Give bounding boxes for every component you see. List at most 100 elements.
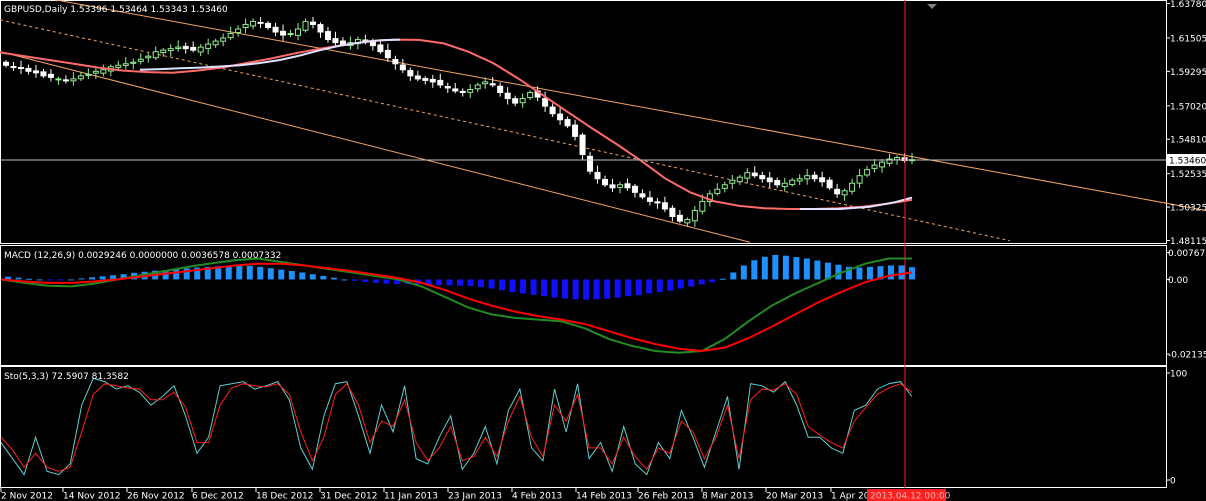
candle [676,209,683,224]
candle-body [242,23,249,28]
candle [631,183,638,198]
candle-body [422,77,429,81]
price-tick-label: 1.57020 [1170,102,1206,112]
candle [744,168,751,184]
macd-histogram-bar [845,266,852,280]
candle [85,68,92,80]
macd-histogram-bar [120,274,127,280]
stochastic-label: Sto(5,3,3) 72.5907 81.3582 [4,372,129,382]
candle-body [654,201,661,204]
macd-histogram-bar [520,279,527,294]
candle-body [324,31,331,41]
macd-main-line [0,257,912,354]
candle-body [137,58,144,62]
candle-body [676,214,683,222]
candle-body [594,171,601,180]
ma-white-line [800,196,913,210]
price-axis: 1.63780 1.61505 1.59295 1.57020 1.54810 1.525… [1166,0,1206,247]
candle-body [609,184,616,189]
candle-body [819,177,826,183]
candle [70,72,77,86]
candle-body [894,157,901,161]
candle-body [55,78,62,81]
candle-body [175,46,182,50]
candle [459,88,466,97]
macd-histogram-bar [814,260,821,280]
macd-histogram-bar [26,278,33,280]
candle-body [489,83,496,86]
macd-histogram-bar [467,279,474,287]
macd-histogram-bar [835,264,842,280]
candle-body [849,182,856,192]
candle-body [826,179,833,189]
candle [332,31,339,48]
macd-histogram-bar [698,279,705,285]
macd-histogram-bar [583,279,590,300]
candle [489,76,496,88]
macd-histogram-bar [751,260,758,280]
candle [324,27,331,43]
candle-body [250,20,257,27]
candle-body [399,64,406,71]
candle [602,175,609,188]
macd-histogram-bar [435,279,442,286]
macd-histogram-bar [782,255,789,280]
macd-histogram-bar [320,275,327,280]
candle [796,174,803,186]
candle [25,64,32,75]
channel-middle-line [0,19,1011,242]
candle [122,56,129,70]
candle-body [549,106,556,115]
time-tick-label: 4 Feb 2013 [512,492,562,501]
candle [587,151,594,175]
chart-shift-marker-icon[interactable] [927,4,937,9]
price-tick-label: 1.61505 [1170,34,1206,44]
candle-body [774,179,781,186]
candle-body [17,66,24,69]
candle-body [519,98,526,104]
macd-histogram-bar [78,278,85,280]
candle-body [729,179,736,184]
candle-body [25,67,32,72]
candle [527,90,534,100]
macd-histogram-bar [5,276,11,280]
candle-body [736,176,743,183]
candle-body [684,219,691,224]
time-tick-label: 2 Nov 2012 [1,492,53,501]
macd-histogram-bar [362,279,369,282]
candle [684,217,691,227]
candle [819,171,826,187]
macd-signal-line [0,262,913,353]
candle [242,18,249,34]
macd-histogram-bar [730,272,737,280]
time-tick-label: 26 Feb 2013 [638,492,694,501]
candle [804,168,811,185]
candle-body [10,66,17,69]
macd-axis: 0.007677 0.00 -0.021355 [1166,249,1206,361]
candle [669,205,676,222]
candle-body [429,78,436,83]
candle [235,25,242,37]
candle [474,82,481,92]
candle [220,33,227,47]
candle-body [542,98,549,107]
candle-body [62,79,69,82]
channel-lower-line [0,51,751,243]
candle [609,178,616,192]
price-tick-label: 1.52535 [1170,170,1206,180]
macd-histogram-bar [551,279,558,298]
candle-body [781,182,788,188]
macd-histogram-bar [425,279,432,285]
macd-histogram-bar [246,265,253,280]
candle [542,91,549,113]
candle [392,55,399,70]
macd-histogram-bar [772,254,779,280]
macd-histogram-bar [761,256,768,280]
candle-body [407,70,414,77]
candle-body [392,59,399,65]
candle-body [579,134,586,156]
candle [167,44,174,57]
candlesticks [3,16,915,227]
time-tick-label: 14 Feb 2013 [576,492,632,501]
